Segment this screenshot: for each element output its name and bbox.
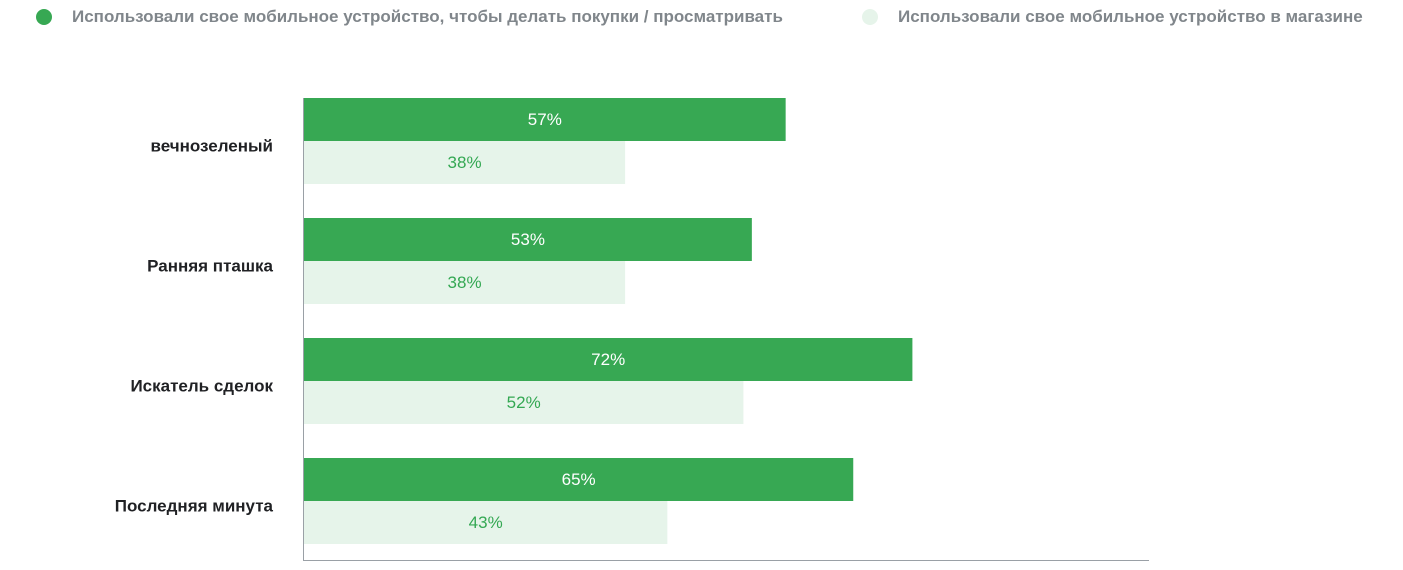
category-label: Ранняя пташка — [147, 256, 273, 275]
data-label: 72% — [591, 350, 625, 369]
legend-dot-icon — [36, 9, 52, 25]
legend-item-in-store[interactable]: Использовали свое мобильное устройство в… — [862, 5, 1363, 29]
legend-item-online[interactable]: Использовали свое мобильное устройство, … — [36, 5, 783, 29]
category-label: Последняя минута — [115, 496, 274, 515]
bar-in-store — [304, 261, 626, 304]
legend-label-in-store: Использовали свое мобильное устройство в… — [898, 7, 1363, 26]
bar-online — [304, 98, 786, 141]
chart-legend: Использовали свое мобильное устройство, … — [36, 5, 1376, 29]
bar-online — [304, 338, 913, 381]
bar-in-store — [304, 381, 744, 424]
category-label: Искатель сделок — [130, 376, 273, 395]
data-label: 65% — [562, 470, 596, 489]
data-label: 53% — [511, 230, 545, 249]
data-label: 38% — [448, 153, 482, 172]
bar-in-store — [304, 141, 626, 184]
bar-online — [304, 458, 854, 501]
bar-in-store — [304, 501, 668, 544]
category-label: вечнозеленый — [150, 136, 273, 155]
data-label: 52% — [507, 393, 541, 412]
data-label: 38% — [448, 273, 482, 292]
bar-online — [304, 218, 752, 261]
data-label: 43% — [469, 513, 503, 532]
legend-label-online: Использовали свое мобильное устройство, … — [72, 7, 783, 26]
data-label: 57% — [528, 110, 562, 129]
legend-dot-icon — [862, 9, 878, 25]
